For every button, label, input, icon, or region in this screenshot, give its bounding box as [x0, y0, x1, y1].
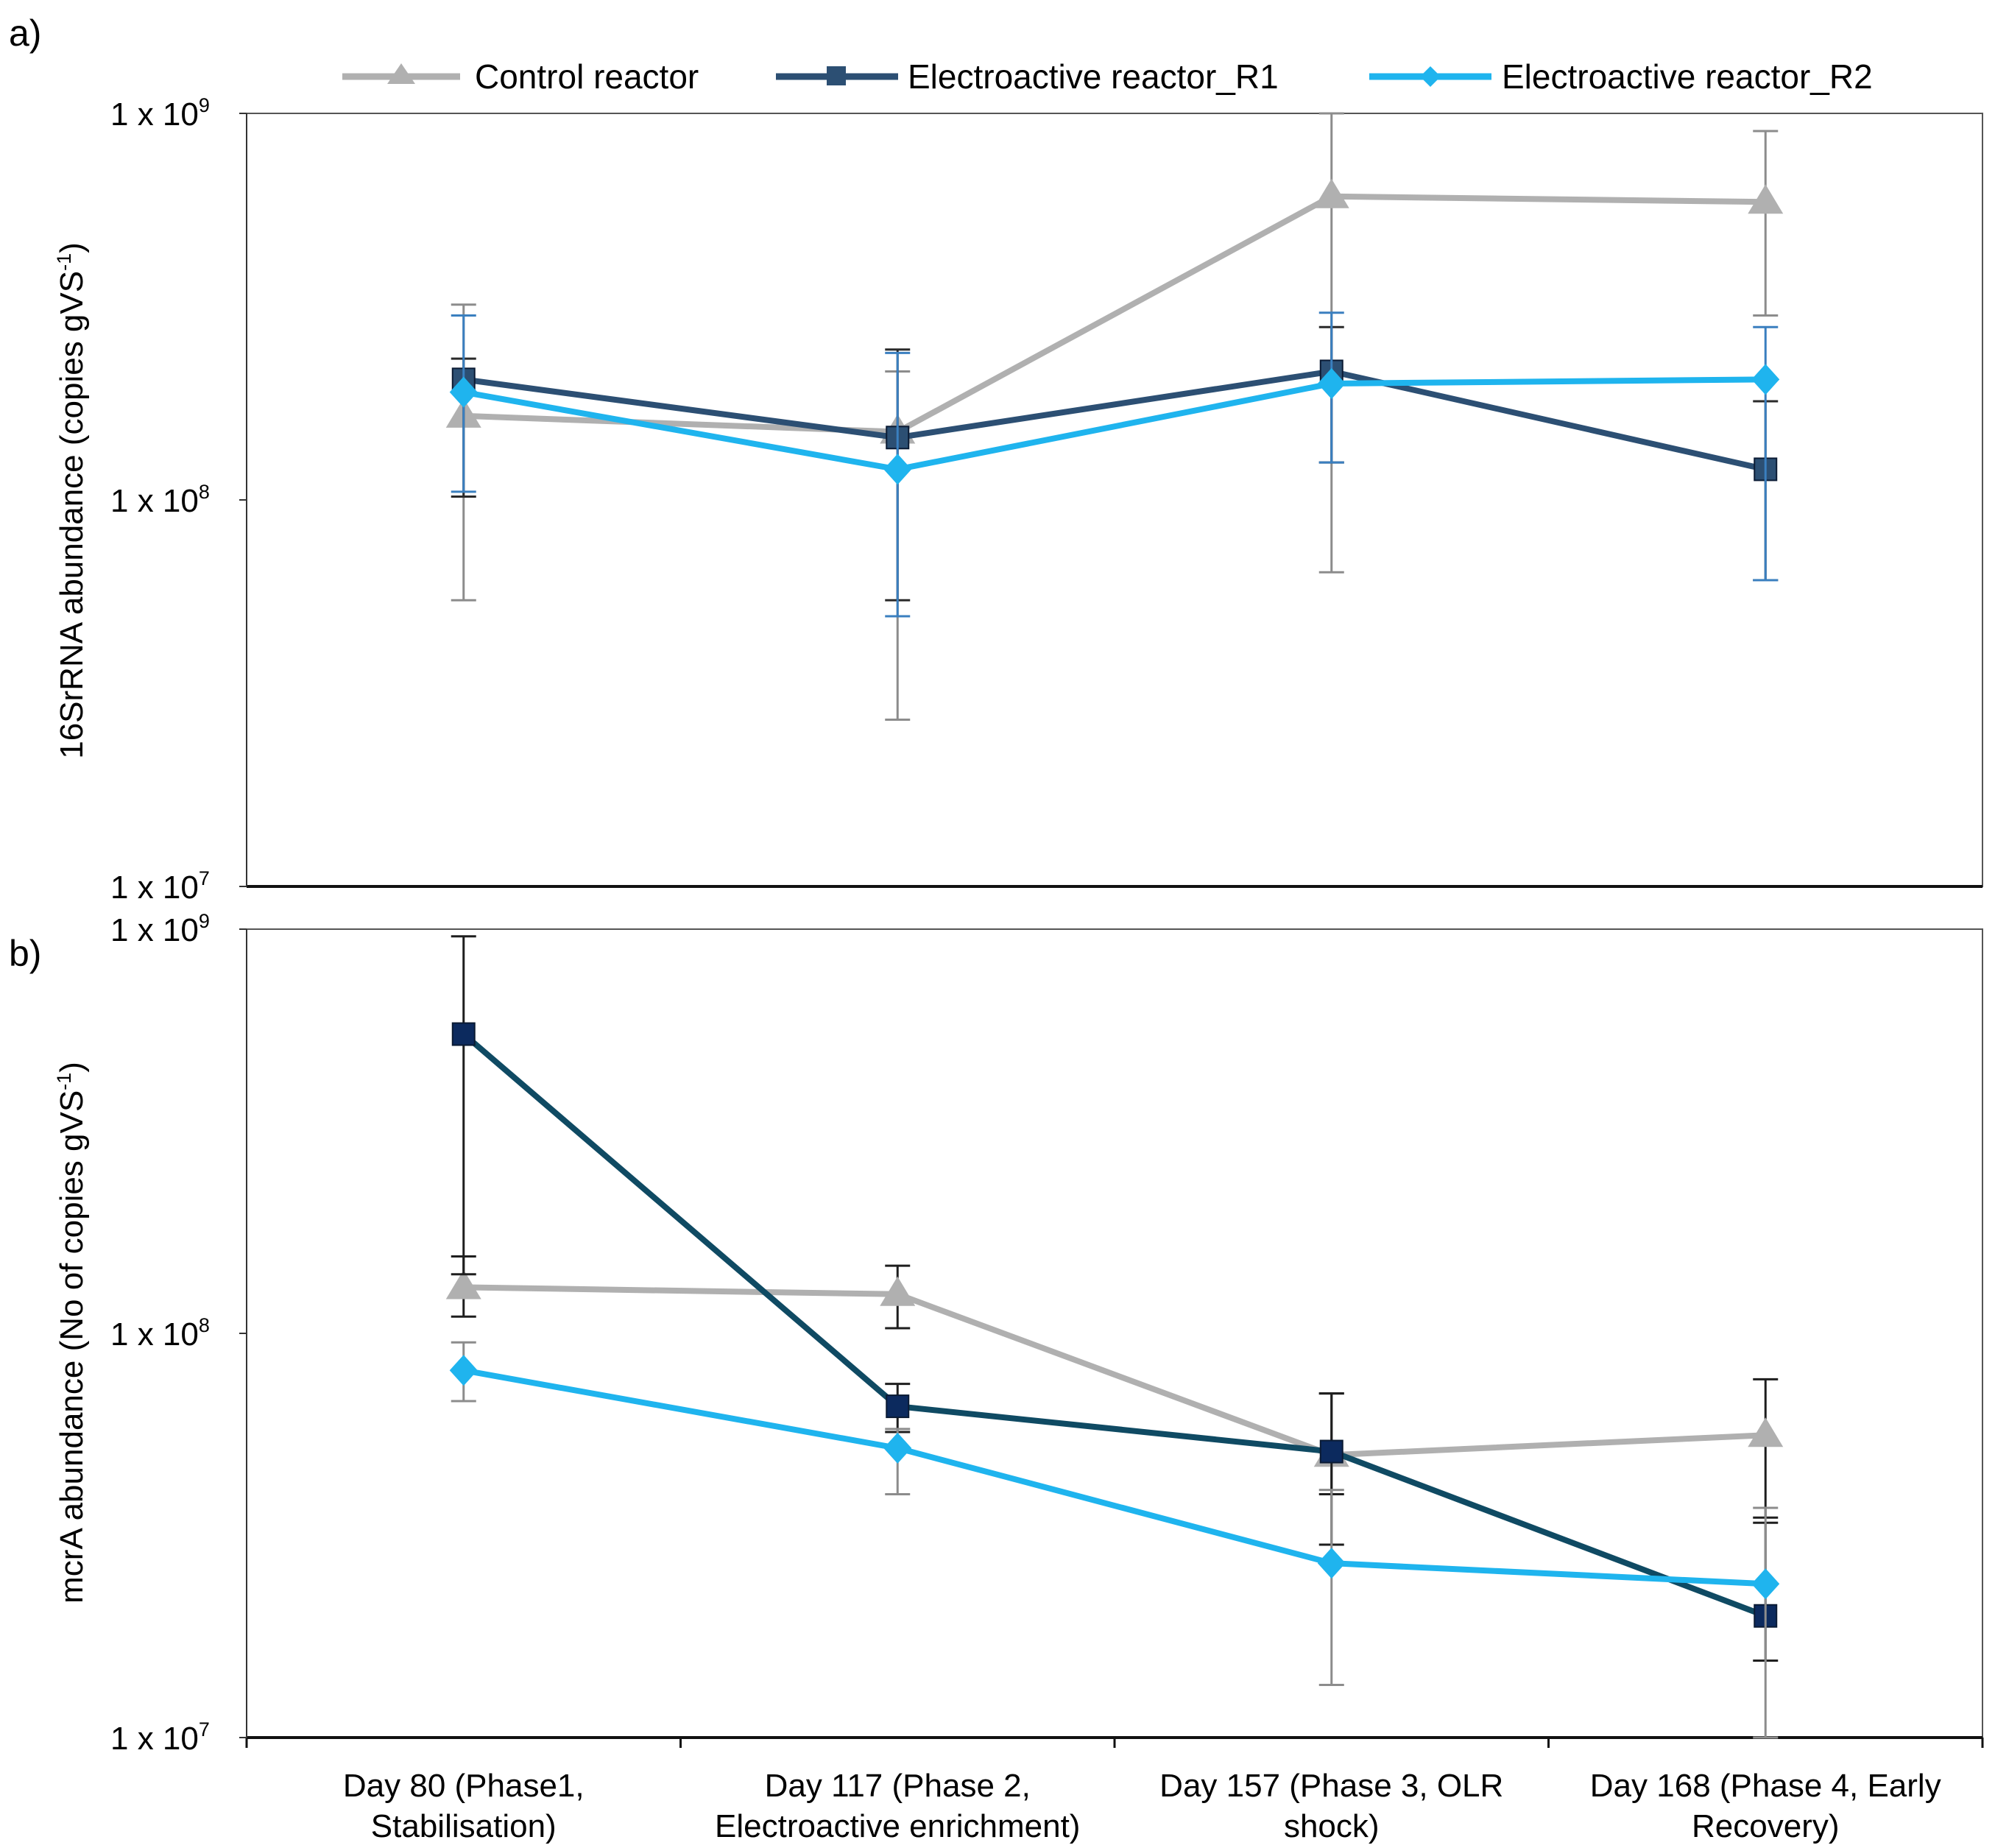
legend-label-control: Control reactor — [475, 57, 699, 96]
point-a-0-3 — [1748, 184, 1784, 214]
line-b-2 — [463, 1367, 1766, 1587]
x-category-label-2-line-1: shock) — [1284, 1808, 1380, 1844]
legend-label-r2: Electroactive reactor_R2 — [1502, 57, 1873, 96]
x-category-label-1-line-1: Electroactive enrichment) — [715, 1808, 1080, 1844]
point-b-2-3 — [1751, 1568, 1780, 1600]
panel-b-x-ticks — [245, 1738, 1984, 1748]
line-a-2 — [463, 376, 1766, 473]
point-b-2-2 — [1317, 1548, 1346, 1579]
panel-b-plot-area — [246, 928, 1983, 1738]
x-category-label-0-line-0: Day 80 (Phase1, — [343, 1768, 585, 1804]
point-b-1-2 — [1319, 1439, 1343, 1464]
point-b-1-0 — [451, 1022, 476, 1046]
point-b-2-1 — [883, 1432, 912, 1464]
panel-a-series-2 — [449, 311, 1780, 618]
legend-item-control: Control reactor — [342, 57, 699, 96]
x-category-label-1-line-0: Day 117 (Phase 2, — [765, 1768, 1031, 1804]
panel-a-ytick-label-0: 1 x 109 — [110, 94, 210, 133]
point-a-0-2 — [1313, 178, 1349, 208]
panel-b-ytick-label-0: 1 x 109 — [110, 910, 210, 948]
legend-marker-diamond — [1420, 66, 1441, 87]
panel-a-letter: a) — [9, 13, 41, 54]
point-b-0-0 — [445, 1269, 481, 1299]
line-a-1 — [463, 368, 1767, 473]
panel-a-series — [445, 112, 1784, 722]
point-a-2-2 — [1317, 367, 1346, 399]
x-category-labels: Day 80 (Phase1, Stabilisation) Day 117 (Ph… — [343, 1768, 1941, 1844]
line-b-1 — [462, 1031, 1767, 1619]
panel-a-ytick-label-1: 1 x 108 — [110, 481, 210, 519]
legend-item-r2: Electroactive reactor_R2 — [1369, 57, 1873, 96]
x-category-label-0-line-1: Stabilisation) — [371, 1808, 557, 1844]
panel-b-y-ticks: 1 x 109 1 x 108 1 x 107 — [110, 910, 247, 1757]
point-b-2-0 — [449, 1355, 478, 1386]
panel-b-series — [445, 935, 1784, 1739]
panel-b-ytick-label-1: 1 x 108 — [110, 1314, 210, 1353]
panel-a: a) 1 x 109 1 x 108 1 x 107 16SrRNA abundan… — [9, 13, 1983, 906]
line-b-0 — [463, 1284, 1766, 1459]
panel-b-y-label: mcrA abundance (No of copies gVS-1) — [53, 1062, 90, 1604]
panel-a-y-label: 16SrRNA abundance (copies gVS-1) — [53, 242, 90, 759]
panel-b-series-2 — [449, 1341, 1780, 1739]
panel-b-series-1 — [451, 935, 1779, 1662]
point-b-0-1 — [880, 1276, 916, 1306]
legend-item-r1: Electroactive reactor_R1 — [776, 57, 1279, 96]
legend-marker-square — [827, 66, 846, 85]
panel-b: b) 1 x 109 1 x 108 1 x 107 mcrA abundance … — [9, 910, 1984, 1757]
x-category-label-3-line-0: Day 168 (Phase 4, Early — [1590, 1768, 1941, 1804]
point-a-2-3 — [1751, 364, 1780, 395]
panel-a-ytick-label-2: 1 x 107 — [110, 867, 210, 906]
point-b-0-3 — [1748, 1417, 1784, 1447]
legend-label-r1: Electroactive reactor_R1 — [908, 57, 1279, 96]
legend-marker-triangle — [387, 63, 415, 84]
point-a-2-0 — [449, 376, 478, 408]
panel-b-letter: b) — [9, 933, 41, 974]
legend: Control reactor Electroactive reactor_R1… — [342, 57, 1873, 96]
point-b-1-1 — [886, 1394, 910, 1419]
x-category-label-3-line-1: Recovery) — [1692, 1808, 1840, 1844]
panel-a-plot-area — [246, 113, 1983, 887]
line-a-0 — [463, 193, 1766, 435]
panel-a-y-ticks: 1 x 109 1 x 108 1 x 107 — [110, 94, 247, 906]
x-category-label-2-line-0: Day 157 (Phase 3, OLR — [1159, 1768, 1503, 1804]
panel-b-ytick-label-2: 1 x 107 — [110, 1718, 210, 1757]
point-a-2-1 — [883, 454, 912, 485]
